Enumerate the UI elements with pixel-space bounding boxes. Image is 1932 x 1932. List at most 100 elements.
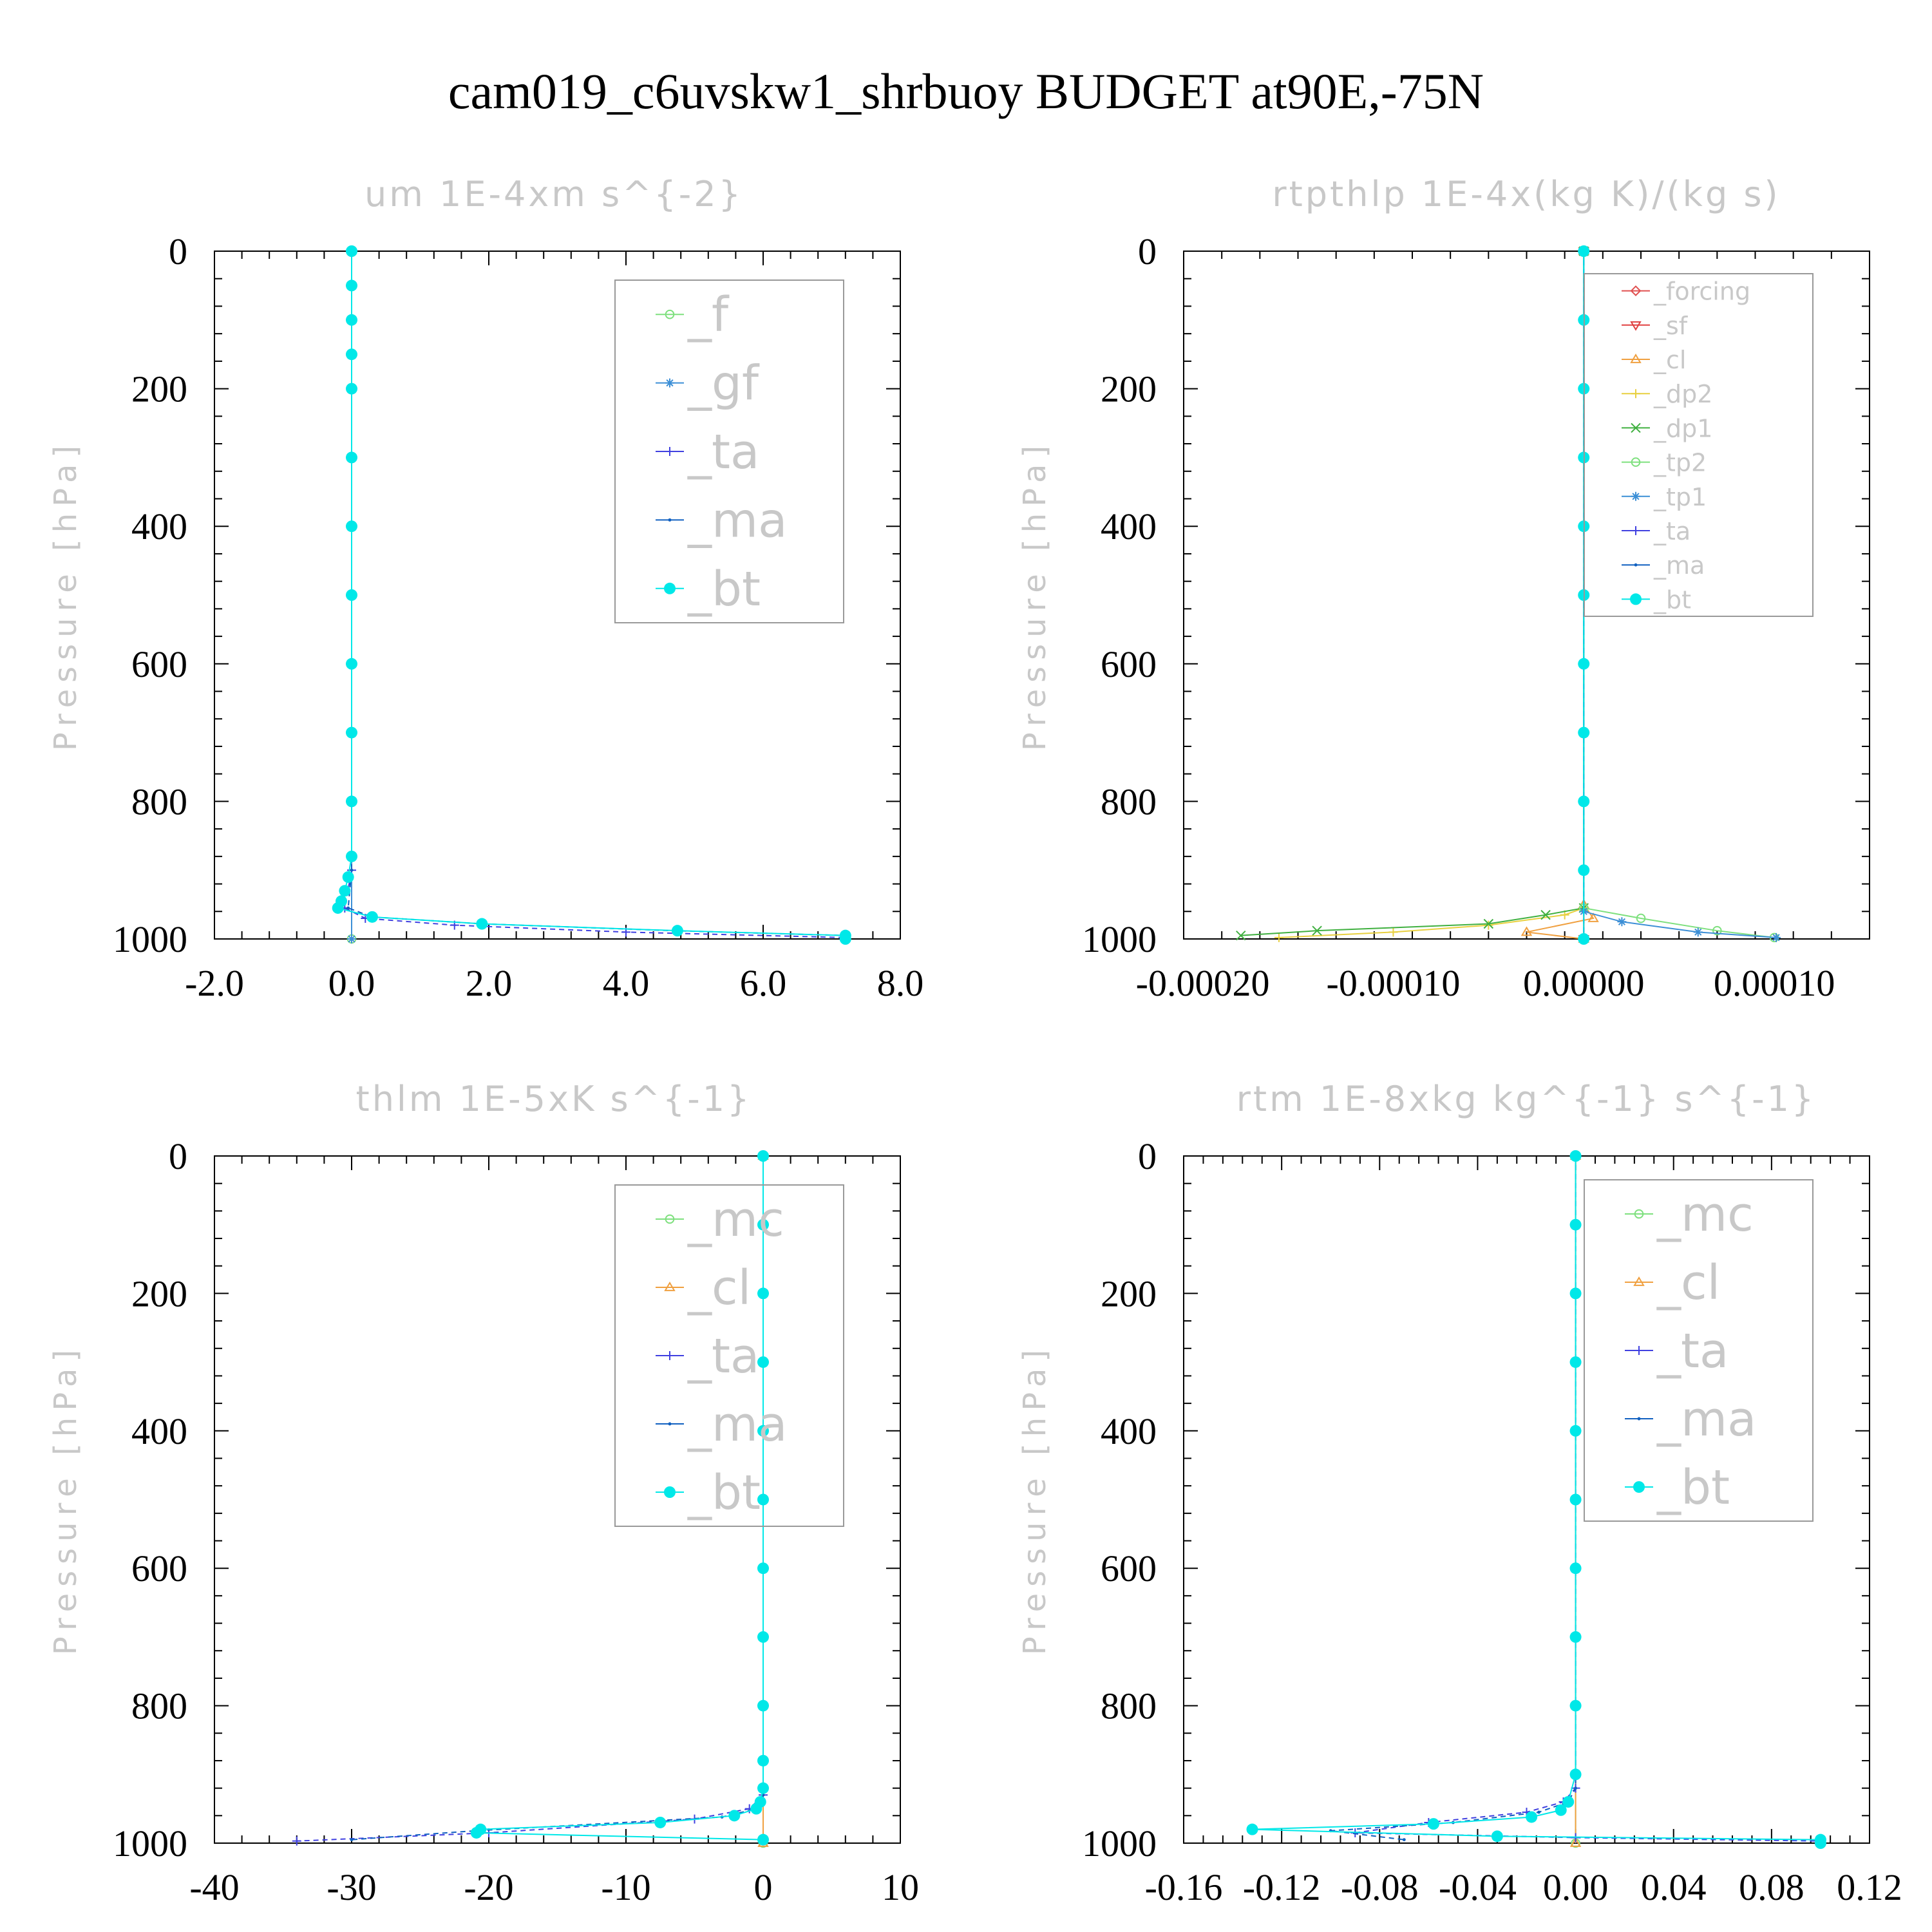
legend-label: _dp1 <box>1653 414 1712 442</box>
data-point <box>1569 1150 1582 1162</box>
data-point <box>750 1803 762 1815</box>
data-point <box>1526 1811 1538 1823</box>
legend-marker-bt <box>664 1486 676 1498</box>
series-line-dp2 <box>1278 251 1585 938</box>
legend-label: _bt <box>687 562 761 617</box>
legend: _mc _cl _ta _ma _bt <box>1584 1179 1814 1522</box>
data-point <box>1483 918 1494 929</box>
data-point <box>346 383 357 395</box>
y-tick-label: 600 <box>131 1548 187 1589</box>
legend-label: _cl <box>1653 346 1686 374</box>
data-point <box>1569 1493 1582 1506</box>
data-point <box>654 1816 667 1828</box>
data-point <box>1578 933 1590 945</box>
legend-marker-ma <box>668 518 672 522</box>
x-tick-label: 0.08 <box>1739 1866 1804 1908</box>
data-point <box>1569 1218 1582 1231</box>
legend-label: _ta <box>687 1329 759 1384</box>
panel-title: thlm 1E-5xK s^{-1} <box>356 1079 752 1119</box>
y-tick-label: 1000 <box>113 918 187 960</box>
legend-label: _cl <box>1656 1255 1720 1311</box>
series-ta <box>1350 1151 1825 1846</box>
series-line-ta <box>1355 1156 1821 1842</box>
x-tick-label: -0.00020 <box>1136 962 1270 1004</box>
data-point <box>346 314 357 326</box>
series-line-bt <box>475 1156 764 1841</box>
data-point <box>1569 1768 1582 1781</box>
x-tick-label: 4.0 <box>603 962 650 1004</box>
data-point <box>1236 930 1246 941</box>
y-tick-label: 200 <box>131 368 187 410</box>
data-point <box>1636 913 1646 923</box>
y-tick-label: 800 <box>1101 781 1157 822</box>
data-point <box>476 918 488 930</box>
y-axis-label: Pressure [hPa] <box>48 1343 84 1655</box>
chart-panel-1: um 1E-4xm s^{-2} Pressure [hPa] 0 200 400 600… <box>48 174 923 1004</box>
data-point <box>1772 933 1781 942</box>
legend-marker-dp2 <box>1631 389 1640 399</box>
y-tick-label: 600 <box>1101 643 1157 685</box>
data-point <box>350 1838 354 1842</box>
x-tick-label: 10 <box>882 1866 919 1908</box>
y-tick-label: 800 <box>131 781 187 822</box>
series-line-bt <box>1252 1156 1821 1843</box>
legend-label: _tp1 <box>1653 483 1707 511</box>
series-bt <box>332 245 851 945</box>
data-point <box>1569 1700 1582 1712</box>
data-point <box>1574 1786 1578 1790</box>
data-point <box>1693 927 1703 937</box>
data-point <box>292 1836 301 1846</box>
y-tick-label: 200 <box>131 1273 187 1314</box>
data-point <box>1578 658 1590 670</box>
y-tick-label: 400 <box>131 506 187 547</box>
series-line-ta <box>344 251 846 938</box>
legend-marker-bt <box>664 582 676 594</box>
plot-frame <box>1183 1155 1870 1844</box>
x-tick-label: 0 <box>754 1866 773 1908</box>
legend-marker-ta <box>665 1351 674 1360</box>
data-point <box>1520 926 1533 936</box>
data-point <box>332 902 344 914</box>
chart-panel-2: rtpthlp 1E-4x(kg K)/(kg s) Pressure [hPa]… <box>1017 174 1870 1004</box>
series-dp2 <box>1274 247 1589 942</box>
data-point <box>757 1631 769 1643</box>
panel-title: rtm 1E-8xkg kg^{-1} s^{-1} <box>1236 1079 1817 1119</box>
y-tick-label: 600 <box>1101 1548 1157 1589</box>
legend-label: _ta <box>1653 517 1690 545</box>
legend-label: _bt <box>1656 1460 1730 1515</box>
x-tick-label: 0.00000 <box>1523 962 1645 1004</box>
legend-label: _gf <box>687 356 760 412</box>
legend-label: _bt <box>687 1465 761 1520</box>
data-point <box>339 885 351 897</box>
series-line-ma <box>1331 1156 1577 1841</box>
data-point <box>470 1826 482 1839</box>
x-tick-label: -0.08 <box>1341 1866 1419 1908</box>
data-point <box>1578 245 1590 257</box>
data-point <box>1555 1804 1567 1816</box>
panels-group: um 1E-4xm s^{-2} Pressure [hPa] 0 200 400 600… <box>48 174 1902 1908</box>
series-line-bt <box>337 251 846 939</box>
legend-marker-mc <box>1634 1209 1644 1219</box>
x-tick-label: -30 <box>327 1866 376 1908</box>
data-point <box>1484 920 1493 930</box>
data-point <box>757 1754 769 1766</box>
data-point <box>757 1356 769 1368</box>
legend: _f _gf _ta _ma _bt <box>614 279 844 623</box>
data-point <box>366 911 378 923</box>
legend-marker-mc <box>665 1214 675 1224</box>
legend-marker-cl <box>664 1282 676 1291</box>
legend-label: _cl <box>687 1260 751 1316</box>
data-point <box>1569 1837 1582 1847</box>
y-tick-label: 800 <box>1101 1685 1157 1727</box>
data-point <box>757 1700 769 1712</box>
data-point <box>1274 933 1283 942</box>
y-axis-label: Pressure [hPa] <box>48 439 84 751</box>
x-tick-label: -0.16 <box>1145 1866 1223 1908</box>
data-point <box>757 1425 769 1437</box>
x-tick-label: 0.0 <box>328 962 375 1004</box>
legend-marker-sf <box>1630 321 1642 331</box>
series-line-ma <box>347 251 846 936</box>
legend-label: _ma <box>687 1397 787 1452</box>
y-tick-label: 0 <box>1138 231 1157 272</box>
data-point <box>346 348 357 361</box>
